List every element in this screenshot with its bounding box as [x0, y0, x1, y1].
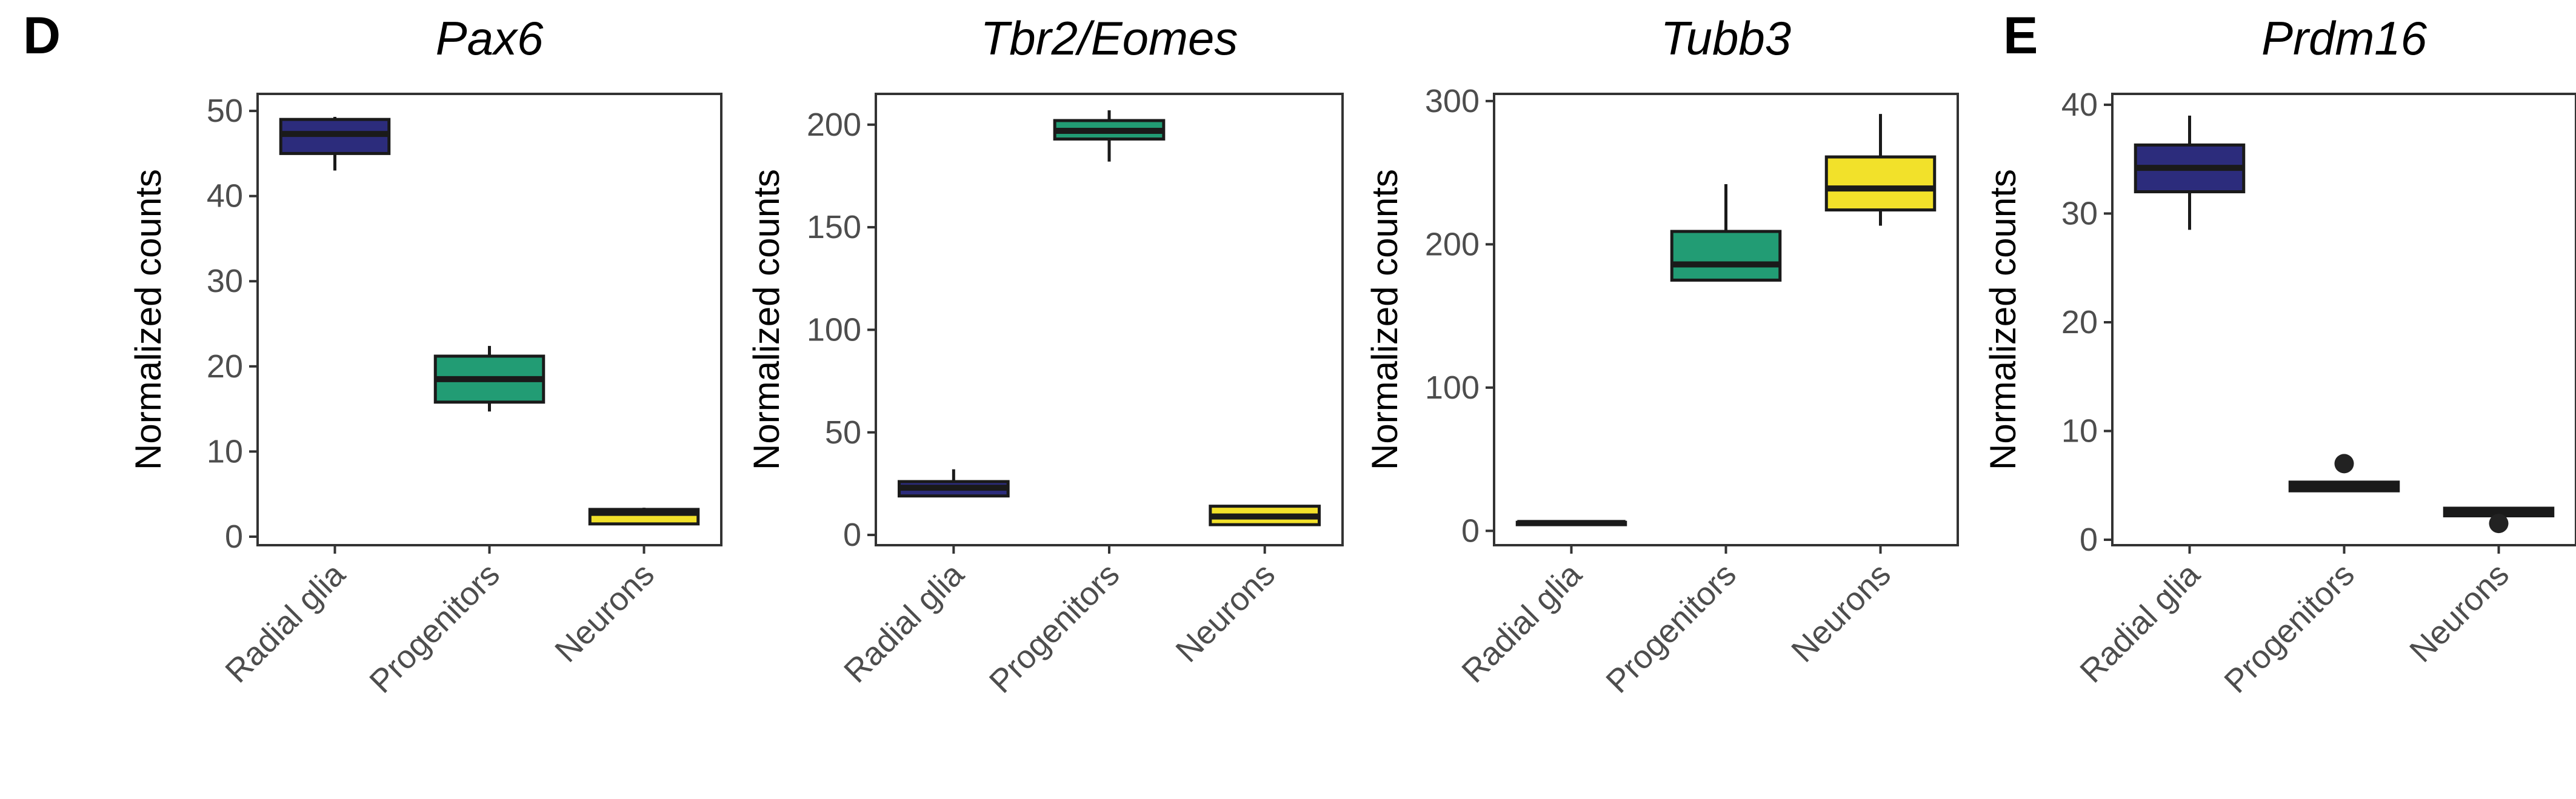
chart-0: Pax6 Normalized counts 0 10 20 30 40 50 Radial g… [128, 12, 722, 700]
y-tick-label: 20 [207, 348, 243, 385]
box-neurons [2443, 506, 2555, 534]
y-tick-label: 0 [2080, 522, 2098, 558]
y-tick-label: 0 [225, 519, 243, 555]
x-tick-label: Neurons [548, 556, 661, 669]
x-tick-label: Progenitors [983, 556, 1127, 700]
y-axis-label: Normalized counts [128, 169, 169, 470]
x-tick-label: Radial glia [837, 555, 971, 689]
y-tick-label: 100 [807, 311, 861, 348]
y-tick-label: 20 [2061, 304, 2098, 340]
chart-title: Tbr2/Eomes [981, 12, 1238, 65]
y-tick-label: 10 [207, 433, 243, 469]
chart-3: Prdm16 Normalized counts 0 10 20 30 40 Radial g… [1983, 12, 2576, 700]
y-tick-label: 30 [207, 263, 243, 299]
chart-title: Pax6 [436, 12, 544, 65]
x-tick-label: Neurons [1784, 556, 1898, 669]
outlier-point [2334, 454, 2354, 474]
y-tick-label: 50 [825, 414, 861, 451]
y-axis-label: Normalized counts [746, 169, 787, 470]
box-radial-glia [2134, 115, 2246, 230]
plot-panel-border [256, 93, 722, 546]
x-tick-label: Neurons [1169, 556, 1282, 669]
y-tick-label: 150 [807, 209, 861, 245]
chart-title: Tubb3 [1661, 12, 1791, 65]
y-axis-label: Normalized counts [1364, 169, 1405, 470]
y-tick-label: 200 [807, 107, 861, 143]
box-progenitors [1053, 110, 1166, 162]
panel-label-e: E [2003, 7, 2038, 65]
box-progenitors [1670, 184, 1782, 282]
plot-panel-border [875, 93, 1344, 546]
box-progenitors [433, 346, 546, 412]
y-tick-label: 100 [1425, 370, 1480, 406]
x-tick-label: Radial glia [2073, 555, 2207, 689]
y-tick-label: 200 [1425, 226, 1480, 262]
charts-group: Pax6 Normalized counts 0 10 20 30 40 50 Radial g… [128, 12, 2576, 700]
box-neurons [1209, 505, 1321, 526]
box-radial-glia [1515, 520, 1627, 526]
x-tick-label: Progenitors [1599, 556, 1743, 700]
plot-panel-border [1493, 93, 1959, 546]
y-tick-label: 300 [1425, 83, 1480, 119]
y-tick-label: 40 [2061, 87, 2098, 123]
y-tick-label: 30 [2061, 195, 2098, 231]
chart-2: Tubb3 Normalized counts 0 100 200 300 Radial g… [1364, 12, 1959, 700]
box-progenitors [2288, 454, 2400, 492]
y-tick-label: 0 [843, 517, 861, 553]
chart-title: Prdm16 [2261, 12, 2428, 65]
y-tick-label: 40 [207, 178, 243, 214]
x-tick-label: Progenitors [362, 556, 507, 700]
chart-1: Tbr2/Eomes Normalized counts 0 50 100 150 200 R… [746, 12, 1344, 700]
x-tick-label: Radial glia [1455, 555, 1589, 689]
y-axis-label: Normalized counts [1983, 169, 2023, 470]
plot-panel-border [2111, 93, 2576, 546]
panel-label-d: D [23, 7, 61, 65]
outlier-point [2489, 514, 2509, 534]
x-tick-label: Neurons [2403, 556, 2516, 669]
y-tick-label: 10 [2061, 413, 2098, 449]
box-body [1824, 155, 1937, 212]
x-tick-label: Radial glia [218, 555, 352, 689]
y-tick-label: 50 [207, 93, 243, 129]
y-tick-label: 0 [1461, 512, 1480, 549]
box-body [1670, 230, 1782, 282]
box-neurons [1824, 114, 1937, 226]
x-tick-label: Progenitors [2217, 556, 2361, 700]
box-radial-glia [898, 469, 1010, 498]
box-neurons [588, 508, 700, 526]
box-radial-glia [279, 116, 391, 171]
